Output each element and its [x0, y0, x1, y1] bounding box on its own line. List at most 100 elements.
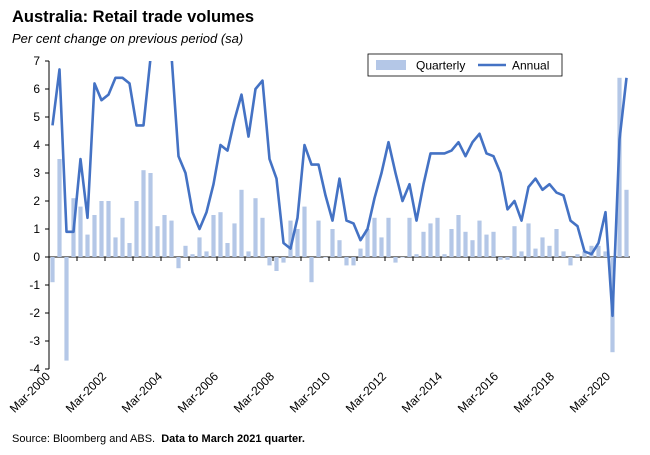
bar-quarterly: [309, 257, 314, 283]
legend-label-annual: Annual: [512, 59, 549, 73]
bar-quarterly: [253, 198, 258, 257]
x-tick-label: Mar-2014: [399, 369, 445, 415]
bar-quarterly: [505, 257, 510, 260]
bar-quarterly: [274, 257, 279, 271]
bar-quarterly: [421, 231, 426, 257]
bar-quarterly: [463, 231, 468, 257]
y-tick-label: 1: [33, 222, 40, 236]
bar-quarterly: [218, 212, 223, 257]
line-annual: [51, 61, 628, 318]
bar-quarterly: [568, 257, 573, 266]
bar-quarterly: [477, 220, 482, 257]
line-layer: [51, 61, 628, 318]
x-tick-label: Mar-2010: [287, 369, 333, 415]
bar-quarterly: [225, 243, 230, 257]
data-note: Data to March 2021 quarter.: [161, 433, 305, 445]
legend: Quarterly Annual: [367, 53, 563, 77]
bar-quarterly: [624, 189, 629, 257]
x-tick-label: Mar-2020: [567, 369, 613, 415]
bars-layer: [50, 77, 629, 361]
bar-quarterly: [148, 173, 153, 257]
x-tick-label: Mar-2012: [343, 369, 389, 415]
legend-box: [367, 53, 563, 77]
bar-quarterly: [386, 217, 391, 257]
bar-quarterly: [288, 220, 293, 257]
bar-quarterly: [183, 245, 188, 257]
bar-quarterly: [449, 229, 454, 257]
bar-quarterly: [442, 254, 447, 257]
bar-quarterly: [134, 201, 139, 257]
source-note: Source: Bloomberg and ABS. Data to March…: [12, 433, 305, 445]
y-tick-label: 3: [33, 166, 40, 180]
bar-quarterly: [85, 234, 90, 257]
bar-quarterly: [120, 217, 125, 257]
y-tick-label: 7: [33, 54, 40, 68]
bar-quarterly: [169, 220, 174, 257]
legend-label-quarterly: Quarterly: [416, 59, 465, 73]
y-tick-label: -1: [29, 278, 40, 292]
bar-quarterly: [470, 240, 475, 257]
bar-quarterly: [533, 248, 538, 257]
bar-quarterly: [197, 237, 202, 257]
bar-quarterly: [414, 254, 419, 257]
bar-quarterly: [554, 229, 559, 257]
bar-quarterly: [372, 217, 377, 257]
bar-quarterly: [127, 243, 132, 257]
bar-quarterly: [547, 245, 552, 257]
bar-quarterly: [603, 251, 608, 257]
x-tick-label: Mar-2018: [511, 369, 557, 415]
bar-quarterly: [435, 217, 440, 257]
x-tick-label: Mar-2008: [231, 369, 277, 415]
bar-quarterly: [491, 231, 496, 257]
bar-quarterly: [358, 248, 363, 257]
bar-quarterly: [365, 229, 370, 257]
bar-quarterly: [393, 257, 398, 263]
bar-quarterly: [484, 234, 489, 257]
bar-quarterly: [526, 223, 531, 257]
x-tick-label: Mar-2006: [175, 369, 221, 415]
bar-quarterly: [512, 226, 517, 257]
bar-quarterly: [190, 254, 195, 257]
bar-quarterly: [561, 251, 566, 257]
bar-quarterly: [106, 201, 111, 257]
bar-quarterly: [575, 254, 580, 257]
x-tick-label: Mar-2002: [63, 369, 109, 415]
bar-quarterly: [407, 217, 412, 257]
y-tick-label: 2: [33, 194, 40, 208]
bar-quarterly: [316, 220, 321, 257]
bar-quarterly: [344, 257, 349, 266]
bar-quarterly: [92, 215, 97, 257]
bar-quarterly: [267, 257, 272, 266]
y-tick-label: 6: [33, 82, 40, 96]
bar-quarterly: [239, 189, 244, 257]
bar-quarterly: [400, 257, 405, 258]
bar-quarterly: [113, 237, 118, 257]
bar-quarterly: [596, 245, 601, 257]
bar-quarterly: [211, 215, 216, 257]
x-tick-label: Mar-2004: [119, 369, 165, 415]
bar-quarterly: [351, 257, 356, 266]
bar-quarterly: [323, 257, 328, 258]
bar-quarterly: [330, 229, 335, 257]
y-tick-label: -3: [29, 334, 40, 348]
bar-quarterly: [50, 257, 55, 283]
bar-quarterly: [379, 237, 384, 257]
bar-quarterly: [589, 245, 594, 257]
bar-quarterly: [281, 257, 286, 263]
y-tick-label: 4: [33, 138, 40, 152]
bar-quarterly: [99, 201, 104, 257]
x-tick-label: Mar-2016: [455, 369, 501, 415]
chart-title: Australia: Retail trade volumes: [12, 8, 255, 26]
bar-quarterly: [232, 223, 237, 257]
bar-quarterly: [302, 206, 307, 257]
bar-quarterly: [428, 223, 433, 257]
y-tick-label: 0: [33, 250, 40, 264]
chart-subtitle: Per cent change on previous period (sa): [12, 31, 244, 46]
bar-quarterly: [204, 251, 209, 257]
bar-quarterly: [519, 251, 524, 257]
y-tick-label: 5: [33, 110, 40, 124]
bar-quarterly: [456, 215, 461, 257]
bar-quarterly: [162, 215, 167, 257]
